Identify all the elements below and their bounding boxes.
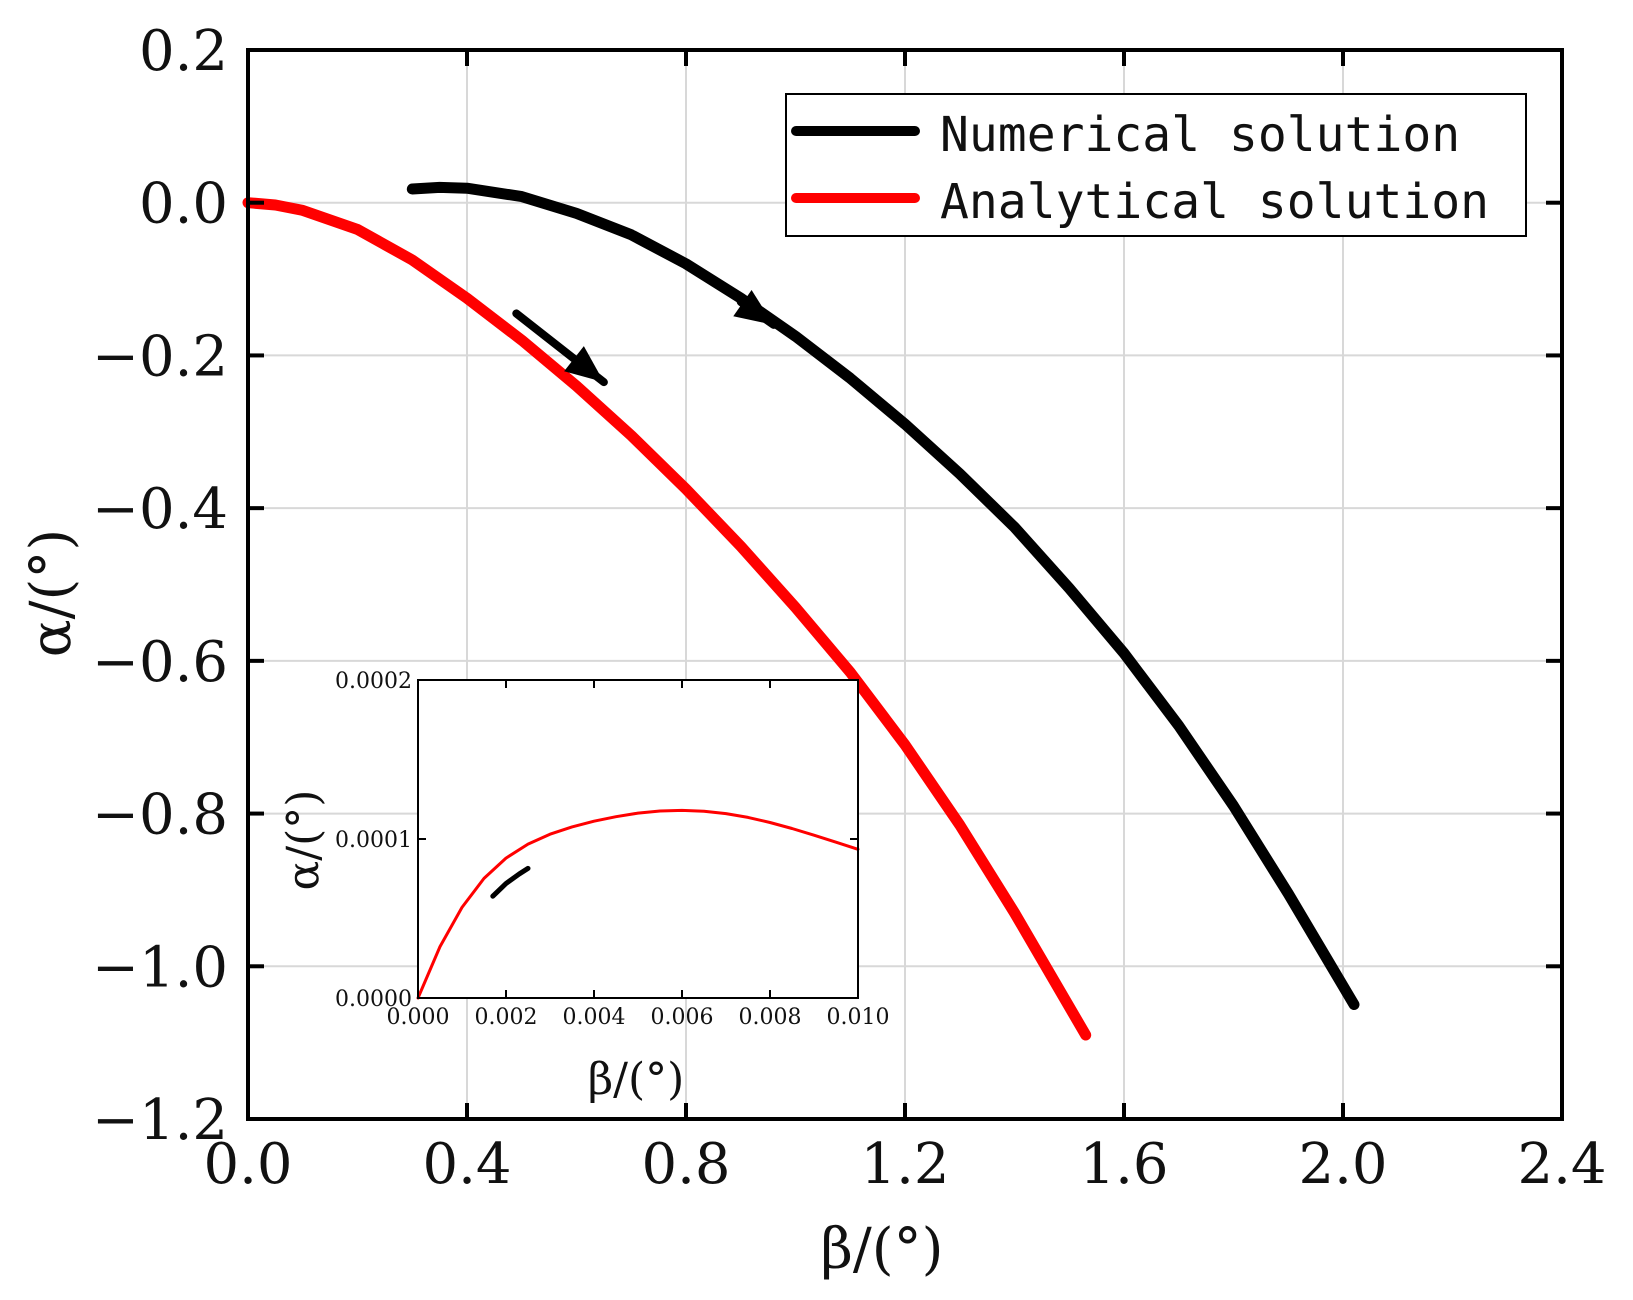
main-y-tick-label: 0.2 xyxy=(139,19,228,84)
inset-y-tick-label: 0.0000 xyxy=(335,987,412,1012)
trend-arrow-head xyxy=(564,346,604,383)
inset-x-tick-label: 0.010 xyxy=(827,1005,890,1030)
inset-chart: 0.000 0.002 0.004 0.006 0.008 0.010 0.0000 0.00… xyxy=(278,669,889,1105)
main-y-tick-label: −0.6 xyxy=(92,630,228,695)
inset-x-tick-label: 0.002 xyxy=(475,1005,538,1030)
inset-series-numerical-solution xyxy=(490,865,531,899)
main-y-tick-label: −0.2 xyxy=(92,324,228,389)
inset-x-tick-label: 0.008 xyxy=(739,1005,802,1030)
main-x-axis-label: β/(°) xyxy=(821,1217,944,1282)
main-x-tick-label: 0.8 xyxy=(641,1132,730,1197)
main-series-analytical-solution xyxy=(242,197,1092,1041)
main-x-tick-label: 2.0 xyxy=(1298,1132,1387,1197)
legend: Numerical solution Analytical solution xyxy=(785,93,1527,237)
legend-label-numerical: Numerical solution xyxy=(940,107,1460,163)
main-x-tick-label: 0.4 xyxy=(422,1132,511,1197)
legend-box xyxy=(785,93,1527,237)
main-y-tick-label: −1.0 xyxy=(92,935,228,1000)
inset-y-tick-label: 0.0002 xyxy=(335,669,412,694)
main-arrows-layer xyxy=(512,290,778,387)
inset-series-layer xyxy=(416,808,860,1000)
main-y-tick-label: −1.2 xyxy=(92,1088,228,1153)
inset-x-tick-label: 0.000 xyxy=(387,1005,450,1030)
main-series-layer xyxy=(242,181,1360,1041)
inset-tick-labels: 0.000 0.002 0.004 0.006 0.008 0.010 0.0000 0.00… xyxy=(335,669,889,1030)
main-y-axis-label: α/(°) xyxy=(19,529,84,657)
inset-ticks xyxy=(417,679,859,999)
inset-y-axis-label: α/(°) xyxy=(278,790,329,891)
main-x-tick-label: 1.2 xyxy=(860,1132,949,1197)
main-series-numerical-solution xyxy=(406,181,1360,1010)
inset-x-tick-label: 0.004 xyxy=(563,1005,626,1030)
main-ticks xyxy=(246,48,1564,1121)
main-y-tick-label: −0.4 xyxy=(92,477,228,542)
trend-arrow-head xyxy=(733,290,774,325)
main-tick-labels: 0.0 0.4 0.8 1.2 1.6 2.0 2.4 0.2 0.0 −0.2 −0.4 −0.6 −… xyxy=(92,19,1607,1197)
inset-x-axis-label: β/(°) xyxy=(588,1054,685,1105)
main-x-tick-label: 1.6 xyxy=(1079,1132,1168,1197)
inset-x-tick-label: 0.006 xyxy=(651,1005,714,1030)
main-x-tick-label: 0.0 xyxy=(203,1132,292,1197)
main-y-tick-label: 0.0 xyxy=(139,172,228,237)
inset-y-tick-label: 0.0001 xyxy=(335,828,412,853)
main-x-tick-label: 2.4 xyxy=(1517,1132,1606,1197)
inset-series-analytical-solution xyxy=(416,808,860,1000)
main-y-tick-label: −0.8 xyxy=(92,783,228,848)
legend-label-analytical: Analytical solution xyxy=(940,174,1489,230)
inset-background xyxy=(418,680,858,998)
